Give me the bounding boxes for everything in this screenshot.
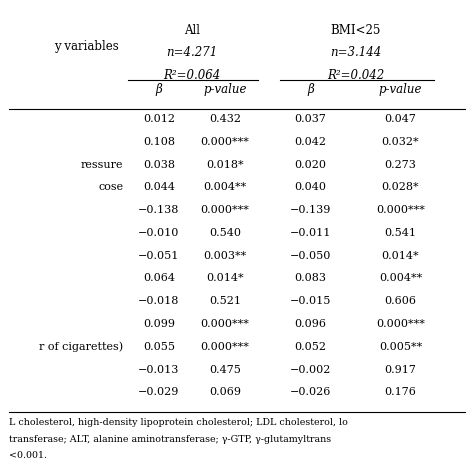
- Text: ressure: ressure: [81, 160, 123, 170]
- Text: 0.432: 0.432: [209, 114, 241, 124]
- Text: 0.540: 0.540: [209, 228, 241, 238]
- Text: 0.521: 0.521: [209, 296, 241, 306]
- Text: L cholesterol, high-density lipoprotein cholesterol; LDL cholesterol, lo: L cholesterol, high-density lipoprotein …: [9, 418, 348, 427]
- Text: −0.018: −0.018: [138, 296, 180, 306]
- Text: 0.000***: 0.000***: [201, 205, 250, 215]
- Text: β: β: [155, 83, 162, 96]
- Text: 0.004**: 0.004**: [379, 273, 422, 283]
- Text: −0.002: −0.002: [290, 365, 331, 374]
- Text: −0.015: −0.015: [290, 296, 331, 306]
- Text: 0.047: 0.047: [384, 114, 417, 124]
- Text: All: All: [184, 24, 200, 36]
- Text: β: β: [307, 83, 314, 96]
- Text: 0.038: 0.038: [143, 160, 175, 170]
- Text: 0.037: 0.037: [294, 114, 327, 124]
- Text: 0.020: 0.020: [294, 160, 327, 170]
- Text: −0.139: −0.139: [290, 205, 331, 215]
- Text: 0.541: 0.541: [384, 228, 417, 238]
- Text: −0.026: −0.026: [290, 387, 331, 397]
- Text: −0.013: −0.013: [138, 365, 180, 374]
- Text: R²=0.064: R²=0.064: [164, 69, 220, 82]
- Text: 0.606: 0.606: [384, 296, 417, 306]
- Text: 0.069: 0.069: [209, 387, 241, 397]
- Text: 0.099: 0.099: [143, 319, 175, 329]
- Text: 0.014*: 0.014*: [382, 251, 419, 261]
- Text: n=3.144: n=3.144: [330, 46, 381, 59]
- Text: 0.176: 0.176: [384, 387, 417, 397]
- Text: −0.029: −0.029: [138, 387, 180, 397]
- Text: 0.096: 0.096: [294, 319, 327, 329]
- Text: 0.005**: 0.005**: [379, 342, 422, 352]
- Text: 0.044: 0.044: [143, 182, 175, 192]
- Text: −0.050: −0.050: [290, 251, 331, 261]
- Text: 0.000***: 0.000***: [376, 205, 425, 215]
- Text: 0.108: 0.108: [143, 137, 175, 147]
- Text: 0.014*: 0.014*: [206, 273, 244, 283]
- Text: 0.917: 0.917: [384, 365, 417, 374]
- Text: 0.052: 0.052: [294, 342, 327, 352]
- Text: cose: cose: [98, 182, 123, 192]
- Text: transferase; ALT, alanine aminotransferase; γ-GTP, γ-glutamyltrans: transferase; ALT, alanine aminotransfera…: [9, 435, 332, 444]
- Text: 0.018*: 0.018*: [206, 160, 244, 170]
- Text: 0.064: 0.064: [143, 273, 175, 283]
- Text: <0.001.: <0.001.: [9, 451, 47, 460]
- Text: 0.040: 0.040: [294, 182, 327, 192]
- Text: y variables: y variables: [54, 40, 118, 53]
- Text: 0.083: 0.083: [294, 273, 327, 283]
- Text: −0.051: −0.051: [138, 251, 180, 261]
- Text: −0.138: −0.138: [138, 205, 180, 215]
- Text: r of cigarettes): r of cigarettes): [39, 342, 123, 352]
- Text: n=4.271: n=4.271: [166, 46, 218, 59]
- Text: 0.028*: 0.028*: [382, 182, 419, 192]
- Text: 0.004**: 0.004**: [203, 182, 247, 192]
- Text: R²=0.042: R²=0.042: [327, 69, 384, 82]
- Text: 0.475: 0.475: [209, 365, 241, 374]
- Text: 0.000***: 0.000***: [201, 137, 250, 147]
- Text: 0.032*: 0.032*: [382, 137, 419, 147]
- Text: 0.000***: 0.000***: [201, 342, 250, 352]
- Text: 0.042: 0.042: [294, 137, 327, 147]
- Text: −0.010: −0.010: [138, 228, 180, 238]
- Text: p-value: p-value: [379, 83, 422, 96]
- Text: 0.055: 0.055: [143, 342, 175, 352]
- Text: −0.011: −0.011: [290, 228, 331, 238]
- Text: BMI<25: BMI<25: [330, 24, 381, 36]
- Text: 0.003**: 0.003**: [203, 251, 247, 261]
- Text: p-value: p-value: [203, 83, 247, 96]
- Text: 0.000***: 0.000***: [201, 319, 250, 329]
- Text: 0.273: 0.273: [384, 160, 417, 170]
- Text: 0.000***: 0.000***: [376, 319, 425, 329]
- Text: 0.012: 0.012: [143, 114, 175, 124]
